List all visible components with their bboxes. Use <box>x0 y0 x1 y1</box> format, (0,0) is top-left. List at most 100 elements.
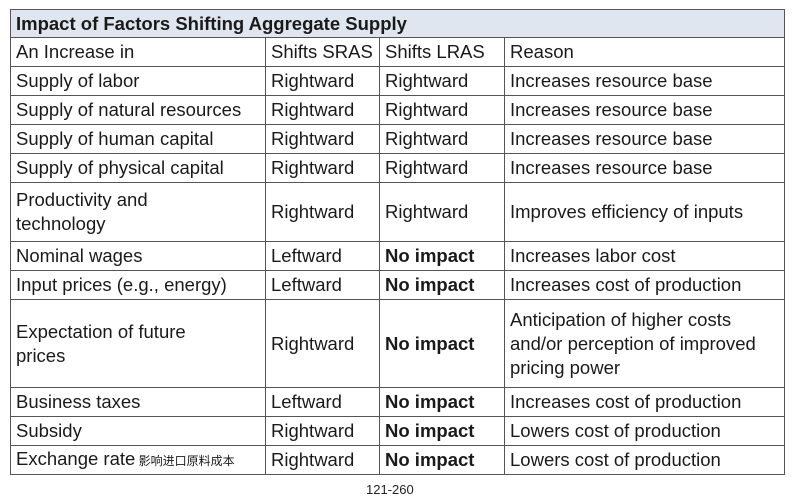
cell-text: Nominal wages <box>16 245 143 266</box>
header-cell: Reason <box>504 37 785 67</box>
table-cell: Business taxes <box>10 387 266 417</box>
cell-text: Supply of labor <box>16 70 140 91</box>
cell-text: Supply of natural resources <box>16 99 242 120</box>
cell-text: Increases resource base <box>510 99 713 120</box>
cell-text: Increases resource base <box>510 157 713 178</box>
table-cell: Supply of labor <box>10 66 266 96</box>
cell-text: Subsidy <box>16 420 82 441</box>
header-cell: Shifts SRAS <box>265 37 380 67</box>
cell-text: Increases cost of production <box>510 274 742 295</box>
table-cell: Lowers cost of production <box>504 445 785 475</box>
cell-text: Productivity and technology <box>16 189 148 234</box>
cell-text: Rightward <box>385 128 469 149</box>
cell-text: Rightward <box>271 157 355 178</box>
supply-table: Impact of Factors Shifting Aggregate Sup… <box>10 9 785 475</box>
cell-text: Rightward <box>271 99 355 120</box>
header-cell: An Increase in <box>10 37 266 67</box>
table-row: Supply of physical capital Rightward Right… <box>10 153 785 183</box>
table-cell: Expectation of future prices <box>10 299 266 388</box>
table-cell: Rightward <box>379 124 505 154</box>
cell-text: Rightward <box>385 70 469 91</box>
table-cell: Rightward <box>265 66 380 96</box>
table-row: Nominal wages Leftward No impact Increases … <box>10 241 785 271</box>
table-row: Business taxes Leftward No impact Increases… <box>10 387 785 417</box>
cell-text: Lowers cost of production <box>510 449 721 470</box>
table-cell: Leftward <box>265 387 380 417</box>
cell-note: 影响进口原料成本 <box>135 454 235 468</box>
table-cell: Rightward <box>265 182 380 242</box>
cell-text: Rightward <box>385 157 469 178</box>
table-cell: Improves efficiency of inputs <box>504 182 785 242</box>
table-cell: Increases cost of production <box>504 387 785 417</box>
cell-text: No impact <box>385 420 475 441</box>
table-cell: Rightward <box>265 445 380 475</box>
table-cell: Rightward <box>265 153 380 183</box>
table-cell: Subsidy <box>10 416 266 446</box>
cell-text: Rightward <box>271 70 355 91</box>
cell-text: Business taxes <box>16 391 141 412</box>
table-cell: Increases resource base <box>504 95 785 125</box>
table-cell: Rightward <box>265 299 380 388</box>
table-cell: Rightward <box>379 66 505 96</box>
cell-text: Rightward <box>271 420 355 441</box>
cell-text: Input prices (e.g., energy) <box>16 274 227 295</box>
table-cell: No impact <box>379 416 505 446</box>
table-title: Impact of Factors Shifting Aggregate Sup… <box>10 9 785 38</box>
cell-text: Expectation of future prices <box>16 320 186 366</box>
cell-text: Rightward <box>385 201 469 222</box>
page-number: 121-260 <box>366 482 414 497</box>
table-row: Supply of human capital Rightward Rightwar… <box>10 124 785 154</box>
table-cell: Anticipation of higher costs and/or perc… <box>504 299 785 388</box>
table-cell: Rightward <box>379 182 505 242</box>
table-cell: Input prices (e.g., energy) <box>10 270 266 300</box>
table-row: Exchange rate 影响进口原料成本 Rightward No impact… <box>10 445 785 475</box>
table-cell: Lowers cost of production <box>504 416 785 446</box>
cell-text: No impact <box>385 245 475 266</box>
table-cell: No impact <box>379 241 505 271</box>
table-cell: Increases resource base <box>504 153 785 183</box>
cell-text: Leftward <box>271 274 342 295</box>
table-row: Input prices (e.g., energy) Leftward No im… <box>10 270 785 300</box>
table-cell: Rightward <box>265 416 380 446</box>
table-cell: Leftward <box>265 241 380 271</box>
table-cell: Supply of human capital <box>10 124 266 154</box>
table-row: Expectation of future prices Rightward No … <box>10 299 785 388</box>
table-cell: Productivity and technology <box>10 182 266 242</box>
cell-text: Increases cost of production <box>510 391 742 412</box>
cell-text: Supply of human capital <box>16 128 214 149</box>
table-cell: No impact <box>379 299 505 388</box>
table-cell: No impact <box>379 445 505 475</box>
cell-text: Rightward <box>271 449 355 470</box>
cell-text: Leftward <box>271 245 342 266</box>
table-cell: Exchange rate 影响进口原料成本 <box>10 445 266 475</box>
table-cell: Supply of physical capital <box>10 153 266 183</box>
table-row: Supply of labor Rightward Rightward Increas… <box>10 66 785 96</box>
table-cell: Rightward <box>265 95 380 125</box>
table-cell: Leftward <box>265 270 380 300</box>
cell-text: Exchange rate <box>16 448 136 469</box>
cell-text: Rightward <box>271 128 355 149</box>
table-cell: Supply of natural resources <box>10 95 266 125</box>
cell-text: Improves efficiency of inputs <box>510 201 744 222</box>
table-cell: Increases labor cost <box>504 241 785 271</box>
cell-text: Rightward <box>271 332 355 354</box>
cell-text: Lowers cost of production <box>510 420 721 441</box>
table-row: Subsidy Rightward No impact Lowers cost of … <box>10 416 785 446</box>
cell-text: No impact <box>385 332 475 354</box>
table-cell: Increases resource base <box>504 66 785 96</box>
cell-text: No impact <box>385 391 475 412</box>
cell-text: Anticipation of higher costs and/or perc… <box>510 308 756 378</box>
table-cell: Increases cost of production <box>504 270 785 300</box>
cell-text: Increases resource base <box>510 128 713 149</box>
table-cell: Increases resource base <box>504 124 785 154</box>
table-cell: No impact <box>379 387 505 417</box>
header-cell: Shifts LRAS <box>379 37 505 67</box>
cell-text: No impact <box>385 449 475 470</box>
table-cell: Rightward <box>379 95 505 125</box>
cell-text: No impact <box>385 274 475 295</box>
table-body: Supply of labor Rightward Rightward Increas… <box>10 66 785 475</box>
cell-text: Increases labor cost <box>510 245 676 266</box>
cell-text: Rightward <box>271 201 355 222</box>
table-row: Productivity and technology Rightward Righ… <box>10 182 785 242</box>
